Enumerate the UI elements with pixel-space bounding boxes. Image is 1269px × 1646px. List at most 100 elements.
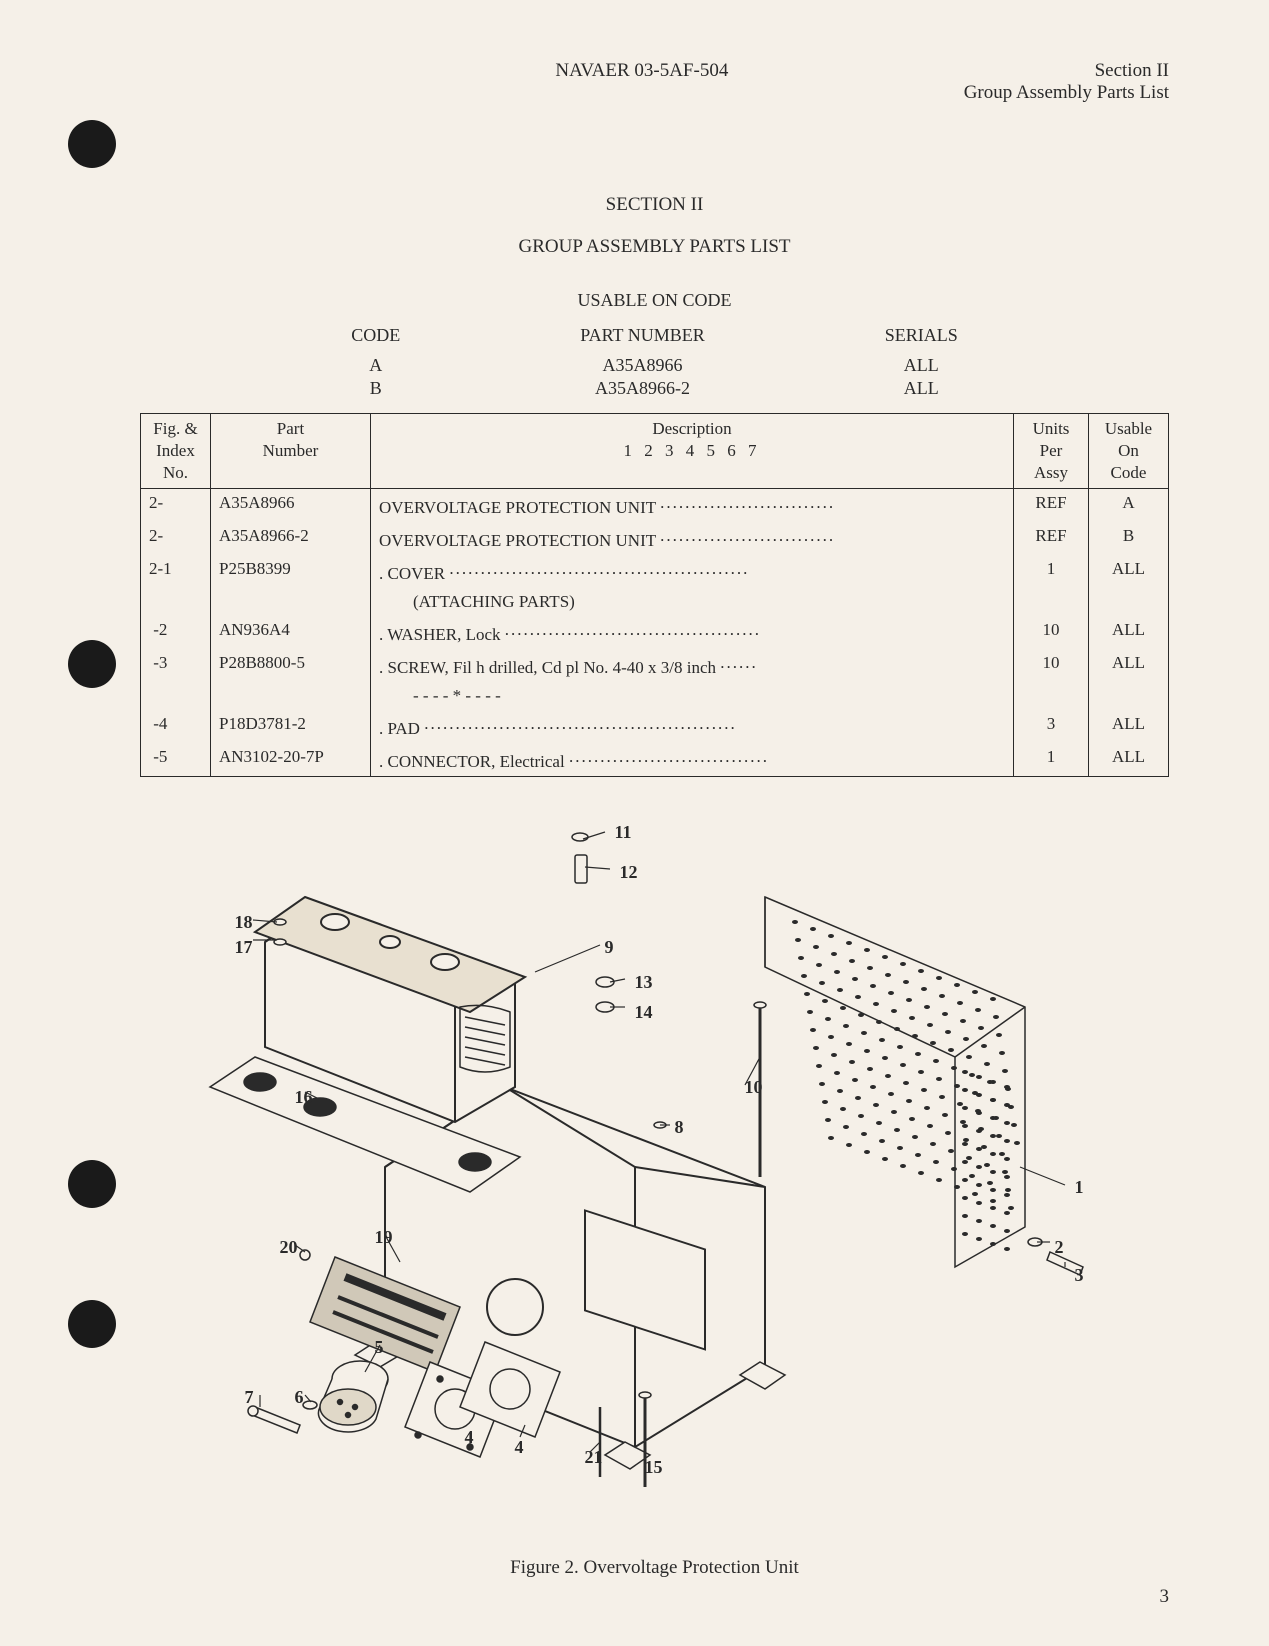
section-title: SECTION II: [140, 194, 1169, 216]
cell-idx: -3: [141, 649, 211, 682]
code-cell: ALL: [885, 354, 958, 377]
th-index: Fig. & Index No.: [141, 413, 211, 488]
cell-units: [1014, 682, 1089, 710]
cell-desc: . COVER ................................…: [371, 555, 1014, 588]
callout-12: 12: [620, 862, 638, 883]
callout-7: 7: [245, 1387, 254, 1408]
th-units: Units Per Assy: [1014, 413, 1089, 488]
callout-21: 21: [585, 1447, 603, 1468]
cell-units: 1: [1014, 743, 1089, 777]
cell-units: REF: [1014, 489, 1089, 523]
code-cell: A35A8966-2: [580, 377, 704, 400]
cell-desc: . SCREW, Fil h drilled, Cd pl No. 4-40 x…: [371, 649, 1014, 682]
header-section: Section II: [964, 60, 1169, 82]
cell-idx: 2-1: [141, 555, 211, 588]
cell-desc: . CONNECTOR, Electrical ................…: [371, 743, 1014, 777]
code-table: CODE A B PART NUMBER A35A8966 A35A8966-2…: [140, 325, 1169, 401]
cell-part: P18D3781-2: [211, 710, 371, 743]
th-desc: Description 1 2 3 4 5 6 7: [371, 413, 1014, 488]
callout-10: 10: [745, 1077, 763, 1098]
punch-hole: [68, 1160, 116, 1208]
code-hdr-code: CODE: [351, 325, 400, 346]
page-number: 3: [1160, 1586, 1170, 1608]
table-row: -3P28B8800-5. SCREW, Fil h drilled, Cd p…: [141, 649, 1169, 682]
callout-17: 17: [235, 937, 253, 958]
punch-hole: [68, 1300, 116, 1348]
doc-number: NAVAER 03-5AF-504: [140, 60, 964, 104]
callout-20: 20: [280, 1237, 298, 1258]
callout-13: 13: [635, 972, 653, 993]
table-row: (ATTACHING PARTS): [141, 588, 1169, 616]
cell-units: [1014, 588, 1089, 616]
cell-idx: -4: [141, 710, 211, 743]
code-hdr-serials: SERIALS: [885, 325, 958, 346]
cell-part: P28B8800-5: [211, 649, 371, 682]
cell-idx: 2-: [141, 522, 211, 555]
table-row: 2-A35A8966-2OVERVOLTAGE PROTECTION UNIT …: [141, 522, 1169, 555]
table-row: 2-A35A8966OVERVOLTAGE PROTECTION UNIT ..…: [141, 489, 1169, 523]
cell-part: [211, 682, 371, 710]
cell-part: A35A8966: [211, 489, 371, 523]
callout-11: 11: [615, 822, 632, 843]
cell-code: ALL: [1089, 555, 1169, 588]
cell-desc: OVERVOLTAGE PROTECTION UNIT ............…: [371, 489, 1014, 523]
callout-3: 3: [1075, 1265, 1084, 1286]
callout-5: 5: [375, 1337, 384, 1358]
cell-units: REF: [1014, 522, 1089, 555]
callout-1: 1: [1075, 1177, 1084, 1198]
table-row: - - - - * - - - -: [141, 682, 1169, 710]
callout-4: 4: [465, 1427, 474, 1448]
cell-code: ALL: [1089, 649, 1169, 682]
cell-code: ALL: [1089, 710, 1169, 743]
cell-desc: - - - - * - - - -: [371, 682, 1014, 710]
cell-code: ALL: [1089, 743, 1169, 777]
code-cell: B: [351, 377, 400, 400]
cell-code: A: [1089, 489, 1169, 523]
punch-hole: [68, 120, 116, 168]
callout-18: 18: [235, 912, 253, 933]
cell-idx: [141, 588, 211, 616]
figure-caption: Figure 2. Overvoltage Protection Unit: [140, 1557, 1169, 1579]
cell-units: 1: [1014, 555, 1089, 588]
th-part: Part Number: [211, 413, 371, 488]
cell-units: 10: [1014, 649, 1089, 682]
callout-8: 8: [675, 1117, 684, 1138]
callout-6: 6: [295, 1387, 304, 1408]
header-subtitle: Group Assembly Parts List: [964, 82, 1169, 104]
callout-4: 4: [515, 1437, 524, 1458]
parts-table: Fig. & Index No. Part Number Description…: [140, 413, 1169, 777]
table-row: 2-1P25B8399. COVER .....................…: [141, 555, 1169, 588]
cell-code: ALL: [1089, 616, 1169, 649]
cell-code: [1089, 682, 1169, 710]
table-row: -5AN3102-20-7P. CONNECTOR, Electrical ..…: [141, 743, 1169, 777]
th-code: Usable On Code: [1089, 413, 1169, 488]
table-row: -2AN936A4. WASHER, Lock ................…: [141, 616, 1169, 649]
cell-code: B: [1089, 522, 1169, 555]
code-hdr-part: PART NUMBER: [580, 325, 704, 346]
cell-desc: . PAD ..................................…: [371, 710, 1014, 743]
callout-2: 2: [1055, 1237, 1064, 1258]
callout-15: 15: [645, 1457, 663, 1478]
code-cell: A35A8966: [580, 354, 704, 377]
cell-part: AN3102-20-7P: [211, 743, 371, 777]
cell-desc: OVERVOLTAGE PROTECTION UNIT ............…: [371, 522, 1014, 555]
cell-part: [211, 588, 371, 616]
group-title: GROUP ASSEMBLY PARTS LIST: [140, 236, 1169, 258]
callout-19: 19: [375, 1227, 393, 1248]
cell-units: 3: [1014, 710, 1089, 743]
usable-code-title: USABLE ON CODE: [140, 290, 1169, 311]
exploded-diagram: 1234456789101112131415161718192021: [205, 807, 1105, 1527]
cell-code: [1089, 588, 1169, 616]
cell-part: A35A8966-2: [211, 522, 371, 555]
punch-hole: [68, 640, 116, 688]
cell-desc: (ATTACHING PARTS): [371, 588, 1014, 616]
cell-part: P25B8399: [211, 555, 371, 588]
callout-16: 16: [295, 1087, 313, 1108]
cell-idx: -2: [141, 616, 211, 649]
callout-9: 9: [605, 937, 614, 958]
code-cell: ALL: [885, 377, 958, 400]
cell-idx: 2-: [141, 489, 211, 523]
cell-idx: [141, 682, 211, 710]
page-header: NAVAER 03-5AF-504 Section II Group Assem…: [140, 60, 1169, 104]
cell-units: 10: [1014, 616, 1089, 649]
